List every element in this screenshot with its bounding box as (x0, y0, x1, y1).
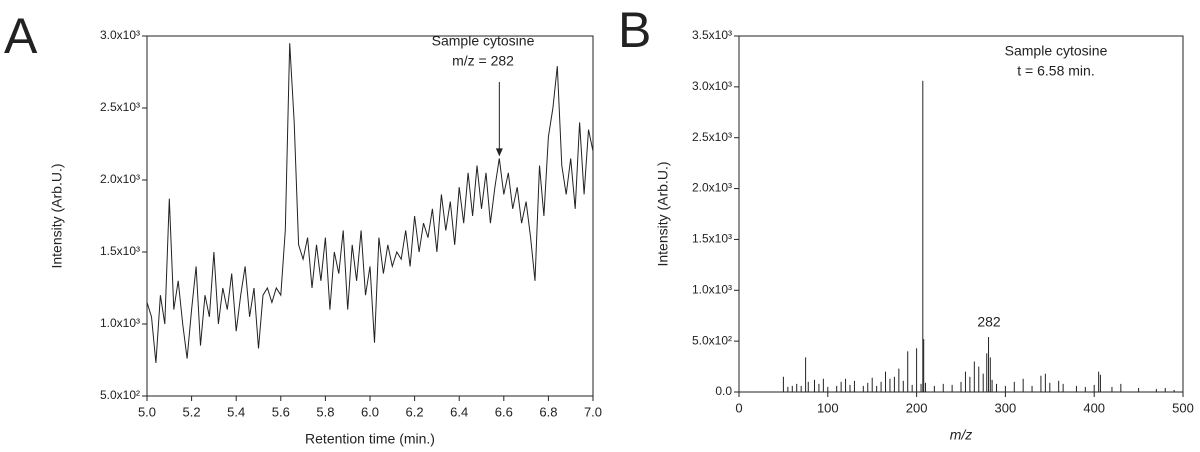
y-tick-label: 5.0x10² (692, 333, 732, 347)
panel-letter: A (4, 8, 38, 64)
annotation-text: m/z = 282 (452, 53, 514, 69)
plot-frame (146, 35, 594, 397)
y-tick-label: 1.0x10³ (692, 282, 732, 296)
x-tick-label: 5.0 (138, 404, 156, 419)
x-tick-label: 300 (995, 400, 1017, 415)
y-tick-label: 3.0x10³ (692, 79, 732, 93)
x-tick-label: 5.2 (183, 404, 201, 419)
x-axis-label: m/z (950, 427, 973, 443)
x-axis-label: Retention time (min.) (305, 431, 435, 447)
panel-letter: B (618, 2, 651, 58)
y-tick-label: 2.5x10³ (692, 130, 732, 144)
peak-label: 282 (977, 314, 1001, 330)
x-tick-label: 5.4 (227, 404, 245, 419)
x-tick-label: 500 (1172, 400, 1194, 415)
x-tick-label: 5.6 (272, 404, 290, 419)
y-tick-label: 2.0x10³ (692, 181, 732, 195)
y-tick-label: 1.0x10³ (100, 316, 140, 330)
x-tick-label: 6.0 (361, 404, 379, 419)
y-tick-label: 2.5x10³ (100, 100, 140, 114)
x-tick-label: 100 (817, 400, 839, 415)
arrow-head (495, 148, 503, 157)
y-tick-label: 0.0 (715, 384, 732, 398)
plot-frame (738, 35, 1184, 393)
y-axis-label: Intensity (Arb.U.) (49, 163, 65, 268)
annotation-text: t = 6.58 min. (1017, 63, 1094, 79)
y-tick-label: 2.0x10³ (100, 172, 140, 186)
x-tick-label: 5.8 (316, 404, 334, 419)
y-tick-label: 3.5x10³ (692, 28, 732, 42)
y-tick-label: 1.5x10³ (100, 244, 140, 258)
x-tick-label: 6.4 (450, 404, 468, 419)
y-tick-label: 1.5x10³ (692, 232, 732, 246)
annotation-text: Sample cytosine (1005, 43, 1108, 59)
y-tick-label: 3.0x10³ (100, 28, 140, 42)
x-tick-label: 6.8 (539, 404, 557, 419)
x-tick-label: 6.6 (495, 404, 513, 419)
x-tick-label: 200 (906, 400, 928, 415)
y-axis-label: Intensity (Arb.U.) (655, 161, 671, 266)
y-tick-label: 5.0x10² (100, 388, 140, 402)
data-line (146, 43, 594, 363)
x-tick-label: 7.0 (584, 404, 602, 419)
x-tick-label: 0 (735, 400, 742, 415)
x-tick-label: 400 (1083, 400, 1105, 415)
annotation-text: Sample cytosine (432, 33, 535, 49)
x-tick-label: 6.2 (406, 404, 424, 419)
